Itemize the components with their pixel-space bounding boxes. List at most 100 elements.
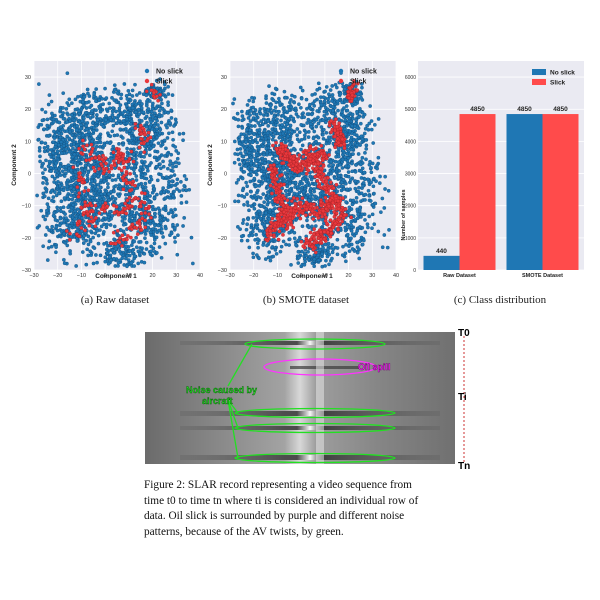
scatter-point-no-slick	[40, 140, 44, 145]
scatter-point-no-slick	[69, 185, 74, 190]
scatter-point-no-slick	[163, 241, 168, 246]
scatter-point-no-slick	[246, 166, 251, 171]
scatter-point-no-slick	[270, 120, 274, 125]
scatter-point-no-slick	[369, 170, 374, 175]
scatter-point-no-slick	[57, 120, 62, 125]
scatter-point-no-slick	[266, 119, 270, 123]
scatter-point-no-slick	[240, 126, 245, 130]
scatter-point-no-slick	[67, 149, 72, 154]
scatter-point-slick	[301, 154, 306, 159]
scatter-point-slick	[91, 165, 96, 170]
scatter-point-slick	[126, 234, 130, 238]
scatter-point-no-slick	[287, 243, 291, 247]
scatter-point-no-slick	[125, 254, 130, 258]
scatter-point-no-slick	[282, 179, 287, 183]
scatter-point-no-slick	[262, 223, 267, 227]
scatter-point-slick	[142, 200, 147, 205]
scatter-point-no-slick	[127, 92, 132, 97]
scatter-point-no-slick	[35, 225, 40, 230]
scatter-point-slick	[101, 167, 106, 171]
scatter-point-no-slick	[300, 171, 305, 176]
scatter-point-no-slick	[134, 211, 139, 215]
scatter-point-no-slick	[364, 143, 369, 148]
scatter-point-no-slick	[281, 113, 285, 118]
scatter-point-no-slick	[72, 135, 77, 140]
scatter-point-no-slick	[108, 141, 112, 146]
scatter-point-slick	[147, 212, 151, 216]
scatter-point-no-slick	[118, 249, 122, 254]
scatter-point-slick	[155, 94, 159, 99]
scatter-point-slick	[349, 215, 353, 220]
scatter-point-no-slick	[157, 245, 162, 249]
scatter-point-no-slick	[300, 224, 305, 229]
scatter-point-slick	[97, 211, 102, 215]
scatter-point-no-slick	[95, 136, 100, 141]
scatter-point-no-slick	[360, 156, 365, 160]
scatter-point-no-slick	[55, 208, 60, 213]
scatter-point-no-slick	[161, 235, 165, 239]
scatter-point-no-slick	[382, 233, 387, 237]
scatter-point-no-slick	[41, 214, 46, 219]
scatter-point-no-slick	[66, 205, 70, 210]
scatter-point-no-slick	[349, 228, 354, 233]
scatter-point-no-slick	[132, 167, 136, 172]
scatter-point-no-slick	[300, 181, 304, 186]
scatter-point-no-slick	[271, 117, 276, 122]
scatter-point-no-slick	[358, 162, 363, 167]
scatter-point-no-slick	[385, 245, 390, 250]
scatter-point-no-slick	[306, 135, 311, 139]
scatter-point-no-slick	[334, 167, 339, 172]
scatter-point-slick	[77, 234, 82, 239]
scatter-point-no-slick	[264, 96, 268, 101]
scatter-point-slick	[120, 176, 125, 180]
scatter-point-no-slick	[278, 101, 282, 106]
scatter-point-no-slick	[81, 219, 86, 223]
scatter-point-no-slick	[50, 174, 55, 179]
scatter-point-no-slick	[303, 133, 307, 138]
scatter-point-no-slick	[58, 164, 63, 169]
scatter-point-no-slick	[89, 229, 93, 234]
scatter-point-no-slick	[250, 95, 254, 100]
scatter-point-slick	[83, 203, 88, 208]
scatter-point-no-slick	[166, 100, 170, 105]
scatter-point-no-slick	[96, 241, 101, 246]
scatter-point-no-slick	[158, 127, 163, 132]
scatter-point-no-slick	[42, 149, 47, 154]
scatter-point-no-slick	[124, 127, 128, 131]
scatter-point-no-slick	[353, 124, 357, 128]
scatter-point-no-slick	[159, 190, 163, 195]
scatter-point-no-slick	[345, 151, 349, 156]
scatter-point-slick	[123, 201, 127, 206]
scatter-point-no-slick	[322, 113, 327, 118]
scatter-point-no-slick	[329, 171, 333, 176]
scatter-point-slick	[304, 171, 309, 176]
scatter-point-no-slick	[327, 135, 331, 140]
scatter-point-no-slick	[265, 202, 270, 207]
scatter-point-no-slick	[101, 102, 105, 107]
scatter-point-slick	[311, 217, 316, 221]
scatter-point-slick	[293, 205, 298, 210]
scatter-point-no-slick	[318, 118, 323, 123]
scatter-point-no-slick	[367, 121, 372, 126]
scatter-point-no-slick	[171, 137, 175, 142]
scatter-point-no-slick	[132, 171, 137, 176]
scatter-point-slick	[268, 233, 273, 237]
scatter-point-slick	[127, 195, 132, 200]
scatter-point-no-slick	[258, 216, 263, 221]
scatter-point-no-slick	[369, 166, 373, 170]
scatter-point-slick	[135, 232, 140, 236]
scatter-point-no-slick	[252, 149, 257, 153]
scatter-point-no-slick	[152, 187, 157, 191]
scatter-point-no-slick	[60, 169, 65, 174]
scatter-point-slick	[265, 231, 270, 236]
scatter-point-no-slick	[110, 96, 114, 100]
scatter-point-no-slick	[57, 223, 62, 228]
scatter-point-no-slick	[296, 238, 301, 243]
scatter-point-slick	[317, 210, 322, 215]
scatter-point-no-slick	[110, 113, 115, 117]
scatter-point-no-slick	[163, 204, 168, 209]
scatter-point-slick	[74, 232, 79, 237]
scatter-point-no-slick	[273, 131, 277, 135]
scatter-point-no-slick	[104, 216, 108, 221]
scatter-point-slick	[280, 144, 285, 149]
